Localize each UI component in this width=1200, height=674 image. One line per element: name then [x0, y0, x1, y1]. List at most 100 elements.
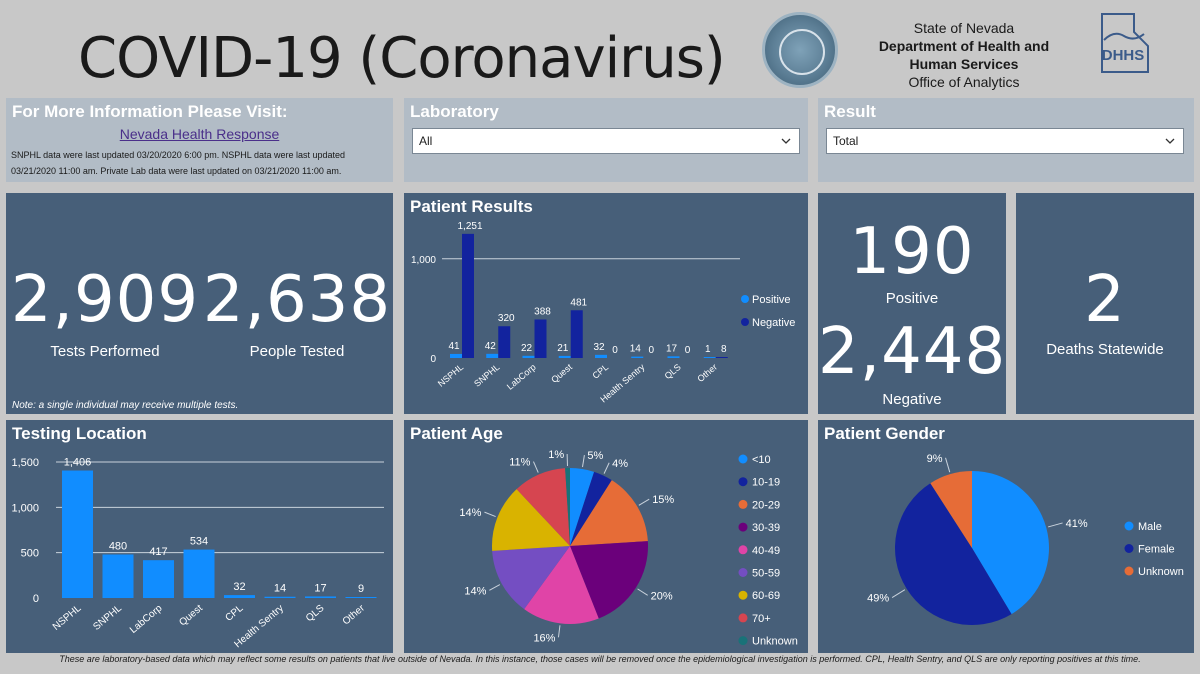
legend-label: 30-39: [752, 522, 780, 534]
x-tick-label: QLS: [663, 362, 683, 381]
y-tick-label: 500: [21, 548, 39, 560]
data-label: 17: [666, 343, 678, 354]
data-label: 320: [498, 313, 515, 324]
pie-slice: [570, 541, 648, 619]
people-tested-label: People Tested: [249, 343, 345, 360]
positive-negative-panel: 190 Positive 2,448 Negative: [818, 193, 1006, 414]
legend-marker: [738, 545, 748, 555]
info-panel-title: For More Information Please Visit:: [12, 102, 288, 121]
data-label: 41%: [1066, 518, 1088, 530]
legend-label: Negative: [752, 317, 795, 329]
x-tick-label: NSPHL: [51, 603, 84, 633]
legend-label: Positive: [752, 294, 791, 306]
bar: [305, 596, 336, 598]
y-tick-label: 0: [430, 354, 436, 365]
legend-label: 50-59: [752, 568, 780, 580]
bar: [102, 554, 134, 598]
bar: [224, 595, 255, 598]
bar-negative: [534, 319, 547, 358]
bar: [183, 549, 215, 598]
people-tested-value: 2,638: [202, 263, 392, 337]
data-label: 9: [358, 583, 364, 595]
leader-line: [484, 511, 496, 518]
legend-marker: [1124, 521, 1134, 531]
data-label: 14%: [459, 507, 481, 519]
patient-age-panel: Patient Age 5% 4% 15% 20% 16% 14% 14% 11% 1% <10 1…: [404, 420, 808, 653]
y-tick-label: 1,500: [11, 457, 39, 469]
agency-line-office: Office of Analytics: [908, 74, 1020, 90]
negative-value: 2,448: [818, 315, 1007, 389]
pie-slice: [565, 468, 570, 546]
result-dropdown[interactable]: Total: [826, 128, 1184, 154]
x-tick-label: SNPHL: [91, 603, 124, 633]
data-label: 388: [534, 306, 551, 317]
data-label: 22: [521, 343, 533, 354]
leader-line: [603, 462, 610, 474]
legend-marker: [741, 318, 749, 326]
leader-line: [638, 498, 650, 506]
footer-disclaimer: These are laboratory-based data which ma…: [59, 654, 1141, 664]
pie-slice: [894, 483, 1012, 626]
negative-label: Negative: [882, 391, 942, 408]
laboratory-dropdown-value: All: [419, 134, 433, 148]
patient-gender-title: Patient Gender: [824, 424, 945, 443]
pie-slice: [492, 489, 570, 551]
data-updated-text: SNPHL data were last updated 03/20/2020 …: [11, 150, 346, 176]
legend-label: Female: [1138, 544, 1175, 556]
deaths-panel: 2 Deaths Statewide: [1016, 193, 1194, 414]
data-label: 480: [109, 540, 127, 552]
legend-marker: [738, 454, 748, 464]
data-label: 1: [705, 344, 711, 355]
deaths-label: Deaths Statewide: [1046, 341, 1164, 358]
data-label: 8: [721, 344, 727, 355]
bar: [143, 560, 174, 598]
legend-marker: [738, 590, 748, 600]
x-tick-label: LabCorp: [505, 362, 538, 392]
data-label: 1%: [548, 449, 564, 461]
bar-negative: [498, 326, 511, 358]
x-tick-label: NSPHL: [436, 362, 465, 389]
result-filter-panel: Result Total: [818, 98, 1194, 182]
chevron-down-icon: [1165, 138, 1175, 144]
legend-label: Unknown: [752, 636, 798, 648]
legend-label: Unknown: [1138, 566, 1184, 578]
x-tick-label: Other: [695, 362, 719, 384]
positive-value: 190: [849, 215, 975, 289]
leader-line: [637, 588, 648, 596]
data-label: 32: [593, 342, 605, 353]
bar-positive: [450, 353, 462, 358]
agency-name: State of Nevada Department of Health and…: [866, 19, 1062, 91]
bar-negative: [715, 357, 728, 358]
x-tick-label: QLS: [304, 603, 327, 625]
dhhs-logo-text: DHHS: [1102, 47, 1145, 64]
data-label: 21: [557, 343, 569, 354]
deaths-value: 2: [1084, 263, 1126, 337]
legend-label: Male: [1138, 521, 1162, 533]
leader-line: [582, 455, 585, 468]
data-label: 49%: [867, 593, 889, 605]
result-filter-label: Result: [824, 102, 876, 121]
testing-location-chart: 0 500 1,000 1,500 1,406 NSPHL 480 SNPHL 417 LabCo…: [11, 457, 384, 650]
positive-label: Positive: [885, 290, 939, 307]
data-label: 20%: [651, 590, 673, 602]
pie-slice: [972, 471, 1049, 615]
x-tick-label: Quest: [549, 362, 574, 385]
patient-results-chart: 01,000411,251NSPHL42320SNPHL22388LabCorp…: [411, 221, 795, 405]
testing-location-title: Testing Location: [12, 424, 147, 443]
legend-marker: [738, 568, 748, 577]
data-label: 0: [685, 345, 691, 356]
data-label: 14: [630, 344, 642, 355]
x-tick-label: CPL: [590, 362, 610, 381]
dhhs-logo: DHHS: [1101, 13, 1149, 73]
bar-positive: [595, 354, 607, 358]
legend-marker: [738, 499, 748, 509]
data-label: 0: [612, 345, 618, 356]
data-label: 5%: [587, 450, 603, 462]
page-title: COVID-19 (Coronavirus): [78, 26, 726, 91]
agency-line-state: State of Nevada: [913, 20, 1015, 36]
data-label: 42: [485, 341, 497, 352]
nevada-health-response-link[interactable]: Nevada Health Response: [119, 126, 280, 142]
pie-slice: [516, 468, 570, 546]
laboratory-dropdown[interactable]: All: [412, 128, 800, 154]
legend-marker: [738, 477, 748, 487]
